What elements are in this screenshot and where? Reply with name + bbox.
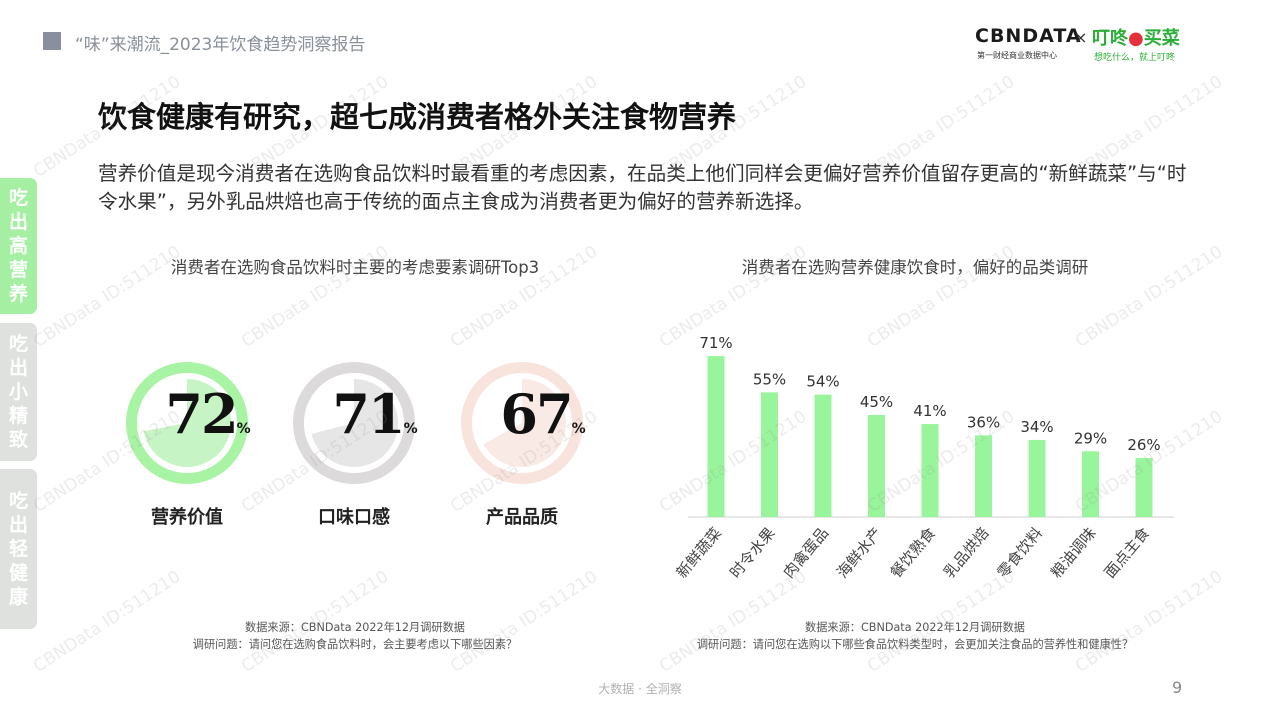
side-tab-char: 养 (8, 283, 28, 305)
gauge-unit: % (403, 421, 418, 437)
footer-slogan: 大数据 · 全洞察 (598, 682, 682, 696)
logo-separator: × (1074, 28, 1088, 47)
intro-paragraph: 营养价值是现今消费者在选购食品饮料时最看重的考虑因素，在品类上他们同样会更偏好营… (98, 162, 1187, 213)
side-tab-char: 出 (8, 514, 28, 536)
category-tick-label: 餐饮熟食 (887, 524, 939, 582)
side-tab-char: 康 (8, 586, 28, 608)
left-section-title: 消费者在选购食品饮料时主要的考虑要素调研Top3 (170, 258, 540, 277)
gauge-label-1: 营养价值 (151, 507, 223, 528)
gauge-label-2: 口味口感 (318, 507, 390, 528)
side-tab-char: 吃 (8, 187, 28, 209)
gauge-progress-sector (483, 379, 566, 467)
category-tick-label: 粮油调味 (1047, 524, 1099, 582)
gauge-number: 67 (500, 382, 573, 446)
dingdong-logo-slogan: 想吃什么，就上叮咚 (1094, 53, 1176, 63)
bar-value-label: 54% (806, 373, 839, 391)
side-tab-char: 吃 (8, 490, 28, 512)
bar-value-label: 34% (1020, 418, 1053, 436)
category-tick-label: 海鲜水产 (833, 524, 885, 582)
category-tick-label: 时令水果 (726, 524, 778, 582)
header-marker (43, 32, 61, 50)
bar-9 (1135, 458, 1153, 517)
side-tab-char: 轻 (8, 538, 28, 560)
category-tick-label: 零食饮料 (994, 524, 1046, 582)
bar-1 (707, 356, 725, 517)
gauge-ring (293, 362, 415, 484)
gauge-value-1: 72% (148, 382, 268, 446)
side-tab-char: 小 (8, 381, 28, 403)
gauge-number: 71 (332, 382, 405, 446)
bar-value-label: 41% (913, 402, 946, 420)
gauge-inner (472, 373, 572, 473)
category-tick-label: 乳品烘焙 (940, 524, 992, 582)
side-tab-char: 出 (8, 211, 28, 233)
gauge-inner (304, 373, 404, 473)
right-source-note: 数据来源：CBNData 2022年12月调研数据 (805, 621, 1025, 634)
radish-icon: ● (1128, 28, 1144, 49)
bar-7 (1028, 439, 1046, 517)
bar-value-label: 55% (753, 370, 786, 388)
cbndata-logo-subtitle: 第一财经商业数据中心 (977, 51, 1057, 60)
bar-value-label: 26% (1127, 436, 1160, 454)
category-tick-label: 肉禽蛋品 (780, 524, 832, 582)
gauge-value-3: 67% (483, 382, 603, 446)
side-tab-char: 致 (8, 429, 28, 451)
gauge-label-3: 产品品质 (486, 507, 558, 528)
bar-4 (868, 415, 885, 517)
gauge-number: 72 (165, 382, 238, 446)
left-question-note: 调研问题：请问您在选购食品饮料时，会主要考虑以下哪些因素？ (192, 638, 518, 651)
gauge-ring (461, 362, 583, 484)
page-headline: 饮食健康有研究，超七成消费者格外关注食物营养 (98, 100, 737, 134)
bar-2 (761, 392, 778, 517)
bar-value-label: 36% (967, 413, 1000, 431)
bar-value-label: 45% (860, 393, 893, 411)
gauge-unit: % (571, 421, 586, 437)
gauge-value-2: 71% (315, 382, 435, 446)
category-tick-label: 新鲜蔬菜 (673, 524, 725, 582)
right-section-title: 消费者在选购营养健康饮食时，偏好的品类调研 (741, 258, 1089, 277)
side-tab-char: 高 (8, 235, 28, 257)
dingdong-logo-part-a: 叮咚 (1092, 28, 1128, 49)
side-tab-high-nutrition[interactable]: 吃 出 高 营 养 (0, 178, 37, 314)
gauge-inner (137, 373, 237, 473)
side-tab-char: 健 (8, 562, 28, 584)
side-tab-char: 精 (8, 405, 28, 427)
left-source-note: 数据来源：CBNData 2022年12月调研数据 (245, 621, 465, 634)
side-tab-refined[interactable]: 吃 出 小 精 致 (0, 323, 37, 461)
bar-value-label: 71% (699, 334, 732, 352)
category-tick-label: 面点主食 (1101, 524, 1153, 582)
gauge-unit: % (236, 421, 251, 437)
page-number: 9 (1172, 678, 1183, 697)
bar-chart: 71% 新鲜蔬菜 55% 时令水果 54% 肉禽蛋品 45% 海鲜水产 41% 餐饮熟食 36% 乳品… (673, 334, 1174, 582)
side-tab-char: 吃 (8, 333, 28, 355)
side-tab-light-health[interactable]: 吃 出 轻 健 康 (0, 469, 37, 629)
bar-6 (975, 435, 992, 517)
dingdong-logo: 叮咚●买菜 (1092, 24, 1180, 50)
bar-5 (921, 424, 939, 517)
gauge-progress-sector (143, 379, 231, 467)
cbndata-logo: CBNDATA (975, 25, 1082, 47)
side-tab-char: 营 (8, 259, 28, 281)
document-title: “味”来潮流_2023年饮食趋势洞察报告 (75, 35, 366, 55)
bar-3 (814, 394, 832, 517)
gauge-group (126, 362, 583, 484)
bar-8 (1082, 451, 1099, 517)
dingdong-logo-part-b: 买菜 (1143, 28, 1180, 49)
side-tab-char: 出 (8, 357, 28, 379)
bar-value-label: 29% (1074, 429, 1107, 447)
right-question-note: 调研问题：请问您在选购以下哪些食品饮料类型时，会更加关注食品的营养性和健康性？ (696, 638, 1134, 651)
gauge-ring (126, 362, 248, 484)
gauge-progress-sector (311, 379, 398, 467)
